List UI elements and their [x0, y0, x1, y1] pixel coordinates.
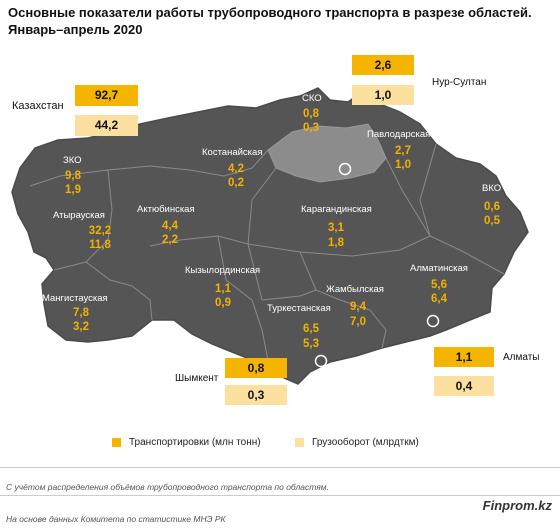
region-zko-transport: 9,8 [65, 170, 81, 182]
nur-sultan-freight-box: 1,0 [352, 85, 414, 105]
region-karaganda-label: Карагандинская [301, 204, 372, 215]
region-kyzylorda-freight: 0,9 [215, 297, 231, 309]
kazakhstan-label: Казахстан [12, 100, 64, 112]
region-kostanay-label: Костанайская [202, 147, 263, 158]
region-mangystau-freight: 3,2 [73, 321, 89, 333]
region-atyrau-transport: 32,2 [88, 225, 112, 237]
legend-transport: Транспортировки (млн тонн) [112, 437, 261, 448]
footnote: С учётом распределения объёмов трубопров… [6, 482, 329, 492]
region-zhambyl-freight: 7,0 [350, 316, 366, 328]
region-borders [29, 143, 505, 371]
shymkent-freight-box: 0,3 [225, 385, 287, 405]
nur-sultan-transport-box: 2,6 [352, 55, 414, 75]
region-turkestan-freight: 5,3 [303, 338, 319, 350]
region-pavlodar-freight: 1,0 [395, 159, 411, 171]
region-karaganda-transport: 3,1 [328, 222, 344, 234]
kazakhstan-transport-box: 92,7 [75, 85, 138, 106]
divider-bottom [0, 495, 560, 496]
brand-logo: Finprom.kz [482, 498, 552, 513]
divider-top [0, 467, 560, 468]
nur-sultan-label: Нур-Султан [432, 77, 487, 88]
region-kyzylorda-label: Кызылординская [185, 265, 261, 276]
region-turkestan-label: Туркестанская [267, 303, 331, 314]
country-shape [11, 87, 529, 385]
region-kostanay-transport: 4,2 [228, 163, 244, 175]
region-vko-transport: 0,6 [484, 201, 500, 213]
shymkent-transport-box: 0,8 [225, 358, 287, 378]
region-sko-transport: 0,8 [303, 108, 319, 120]
region-mangystau-label: Мангистауская [42, 293, 108, 304]
region-zhambyl-label: Жамбылская [326, 284, 384, 295]
legend-transport-label: Транспортировки (млн тонн) [129, 437, 261, 448]
region-zhambyl-transport: 9,4 [350, 301, 366, 313]
title-line-1: Основные показатели работы трубопроводно… [8, 5, 532, 20]
region-almaty-transport: 5,6 [431, 279, 447, 291]
region-karaganda-freight: 1,8 [328, 237, 344, 249]
region-kostanay-freight: 0,2 [228, 177, 244, 189]
region-zko-freight: 1,9 [65, 184, 81, 196]
legend-freight-label: Грузооборот (млрдткм) [312, 437, 419, 448]
legend-transport-swatch [112, 438, 121, 447]
region-atyrau-label: Атырауская [53, 210, 105, 221]
region-atyrau-freight: 11,8 [89, 239, 111, 251]
region-pavlodar-transport: 2,7 [395, 145, 411, 157]
title-line-2: Январь–апрель 2020 [8, 22, 143, 37]
shymkent-marker [314, 354, 328, 368]
region-zko-label: ЗКО [63, 155, 82, 166]
region-vko-freight: 0,5 [484, 215, 500, 227]
region-vko-label: ВКО [482, 183, 502, 194]
almaty-transport-box: 1,1 [434, 347, 494, 367]
region-almaty-freight: 6,4 [431, 293, 447, 305]
source-note: На основе данных Комитета по статистике … [6, 514, 226, 524]
region-aktobe-label: Актюбинская [137, 204, 195, 215]
almaty-freight-box: 0,4 [434, 376, 494, 396]
region-pavlodar-label: Павлодарская [367, 129, 431, 140]
region-turkestan-transport: 6,5 [303, 323, 319, 335]
region-mangystau-transport: 7,8 [73, 307, 89, 319]
region-kyzylorda-transport: 1,1 [215, 283, 231, 295]
region-almaty-label: Алматинская [410, 263, 468, 274]
legend-freight: Грузооборот (млрдткм) [295, 437, 419, 448]
city-markers [314, 162, 440, 368]
chart-title: Основные показатели работы трубопроводно… [8, 4, 532, 38]
kazakhstan-freight-box: 44,2 [75, 115, 138, 136]
nur-sultan-marker [338, 162, 352, 176]
region-sko-label: СКО [302, 93, 322, 104]
almaty-label: Алматы [503, 352, 540, 363]
almaty-marker [426, 314, 440, 328]
region-sko-freight: 0,3 [303, 122, 319, 134]
region-aktobe-transport: 4,4 [162, 220, 178, 232]
shymkent-label: Шымкент [175, 373, 219, 384]
region-aktobe-freight: 2,2 [162, 234, 178, 246]
legend-freight-swatch [295, 438, 304, 447]
